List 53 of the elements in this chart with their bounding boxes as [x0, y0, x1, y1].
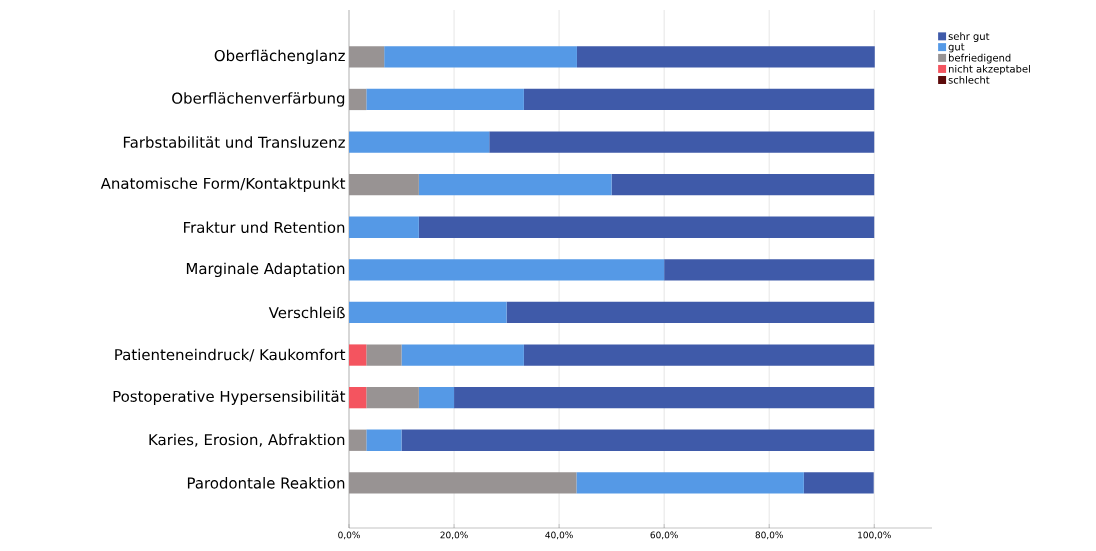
y-tick-label: Karies, Erosion, Abfraktion [149, 433, 345, 447]
bar [349, 259, 665, 281]
y-tick-label: Verschleiß [268, 306, 345, 319]
bar [418, 216, 875, 238]
y-tick-label: Marginale Adaptation [186, 262, 345, 278]
y-tick-label: Parodontale Reaktion [187, 477, 345, 489]
bar [366, 387, 419, 409]
legend-label: gut [948, 43, 965, 53]
legend-label: nicht akzeptabel [948, 64, 1030, 75]
bar [664, 259, 875, 281]
bar [349, 46, 385, 68]
legend-label: sehr gut [948, 32, 990, 42]
bar [418, 174, 612, 196]
bar [576, 46, 875, 68]
bar [349, 429, 367, 451]
bar [523, 88, 875, 111]
legend-label: befriedigend [948, 53, 1011, 64]
bar [418, 387, 455, 409]
x-tick-label: 80,0% [755, 531, 783, 540]
bar [366, 344, 402, 366]
y-tick-label: Postoperative Hypersensibilität [113, 390, 346, 405]
y-tick-label: Oberflächenglanz [214, 49, 345, 65]
y-tick-label: Anatomische Form/Kontaktpunkt [100, 177, 346, 192]
bar [401, 429, 875, 451]
legend-label: schlecht [948, 75, 990, 84]
x-tick-label: 0,0% [338, 531, 360, 540]
bar [366, 429, 402, 451]
y-tick-label: Patienteneindruck/ Kaukomfort [115, 348, 346, 362]
bar [523, 344, 875, 366]
bar [401, 344, 524, 366]
bar [349, 301, 507, 324]
bar [506, 301, 875, 324]
bar [349, 472, 577, 494]
y-tick-label: Fraktur und Retention [184, 221, 345, 234]
x-tick-label: 60,0% [650, 531, 678, 540]
x-tick-label: 20,0% [440, 531, 468, 540]
bar [349, 174, 419, 196]
bar [366, 88, 524, 111]
bar [454, 387, 875, 409]
bar [611, 174, 875, 196]
x-tick-label: 40,0% [545, 531, 573, 540]
bar [489, 131, 875, 153]
x-tick-label: 100,0% [858, 531, 891, 540]
bar [384, 46, 577, 68]
bar [803, 472, 874, 494]
bar [349, 88, 367, 111]
bar [349, 344, 367, 366]
bar [349, 387, 367, 409]
y-tick-label: Farbstabilität und Transluzenz [123, 136, 345, 148]
bar [576, 472, 804, 494]
bar [349, 131, 490, 153]
bar [349, 216, 419, 238]
y-tick-label: Oberflächenverfärbung [172, 92, 345, 107]
